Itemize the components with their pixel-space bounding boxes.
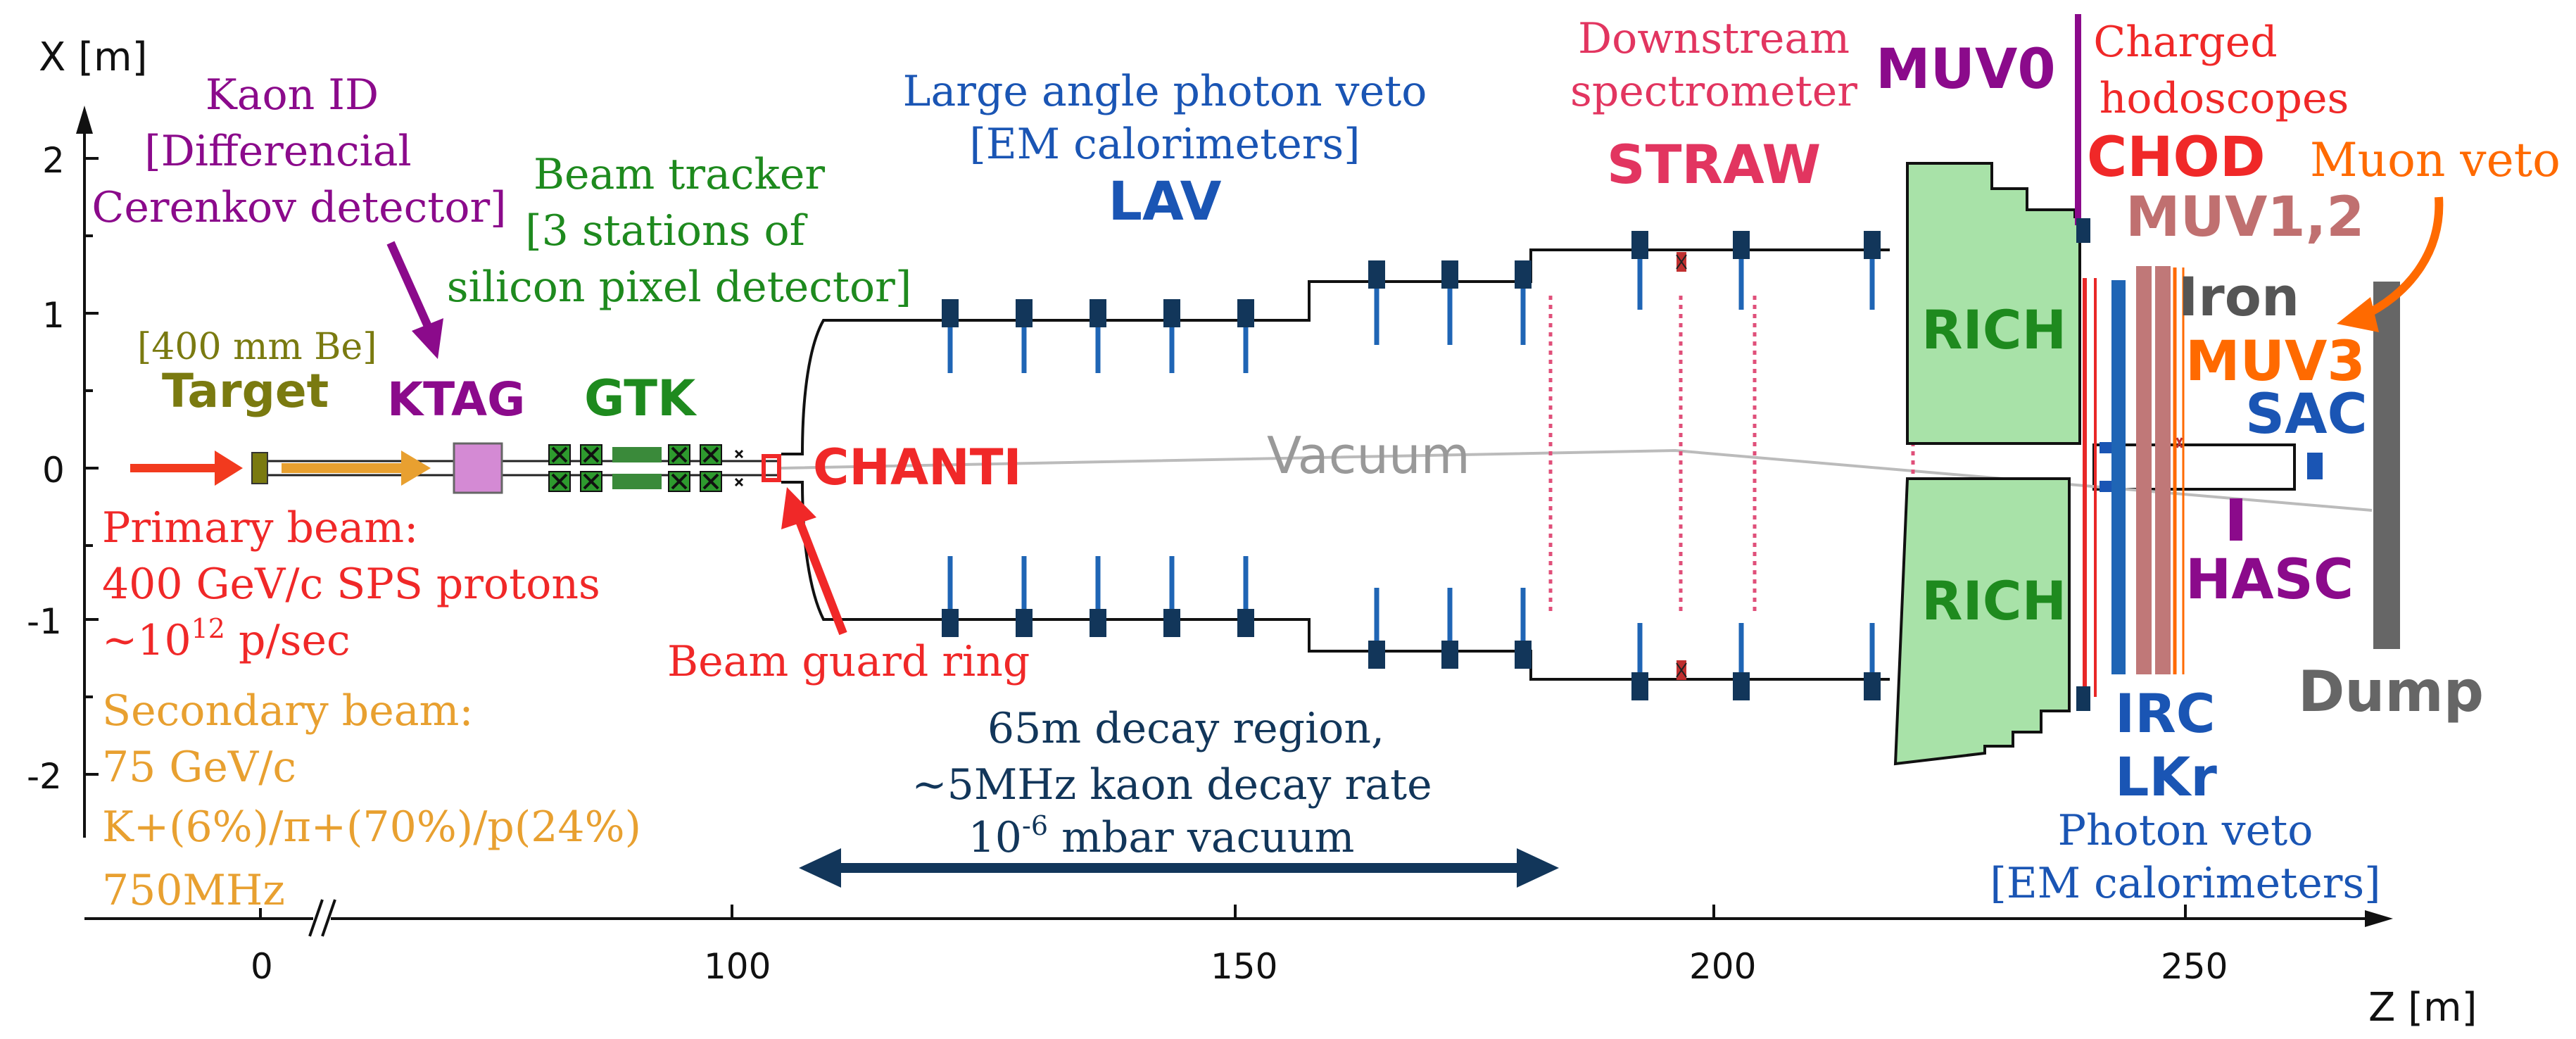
secondary-beam-text: 750MHz [102, 866, 285, 915]
gtk-label: GTK [584, 370, 697, 427]
x-tick-label: -2 [27, 756, 62, 797]
iron-muv3-stripes [2173, 267, 2185, 674]
primary-beam-text: Primary beam: [102, 503, 418, 553]
lkr-calorimeter [2111, 280, 2126, 674]
chod-planes [2083, 278, 2097, 697]
kaon-id-label: Cerenkov detector] [91, 183, 506, 232]
vacuum-post: mbar vacuum [1048, 813, 1354, 862]
lav-label: LAV [1109, 170, 1222, 232]
charged-hodo-label: hodoscopes [2100, 74, 2349, 123]
rich-bottom-label: RICH [1921, 569, 2066, 632]
z-tick-label: 150 [1211, 946, 1277, 987]
lav-desc-label: Large angle photon veto [903, 67, 1427, 116]
x-axis [76, 106, 99, 838]
x-tick-label: 2 [42, 140, 65, 181]
x-tick-label: 0 [42, 450, 65, 491]
spectrometer-magnet [1676, 252, 1687, 680]
sac-block [2307, 453, 2323, 479]
hasc-label: HASC [2185, 548, 2354, 612]
gtk-stations [548, 444, 744, 492]
decay-region-text: ~5MHz kaon decay rate [911, 760, 1432, 810]
z-axis-label: Z [m] [2368, 985, 2477, 1031]
ktag-label: KTAG [387, 372, 525, 427]
z-tick-label: 0 [251, 946, 273, 987]
lav-desc-label: [EM calorimeters] [969, 120, 1360, 169]
x-axis-label: X [m] [39, 34, 147, 80]
decay-region-text: 10-6 mbar vacuum [968, 810, 1355, 862]
iron-label: Iron [2178, 265, 2299, 328]
vacuum-pre: 10 [968, 813, 1022, 862]
secondary-beam-text: K+(6%)/π+(70%)/p(24%) [102, 802, 641, 852]
muv3-label: MUV3 [2185, 330, 2366, 393]
target-block [251, 452, 268, 484]
irc-label: IRC [2115, 682, 2216, 745]
muon-veto-label: Muon veto [2310, 133, 2561, 187]
x-tick-label: 1 [42, 295, 65, 336]
kaon-id-label: Kaon ID [206, 70, 379, 120]
beam-guard-label: Beam guard ring [667, 637, 1030, 686]
lkr-label: LKr [2115, 745, 2217, 808]
kaon-id-arrow [386, 241, 443, 359]
chanti-block [762, 454, 781, 482]
beam-line [257, 460, 781, 477]
z-tick-label: 200 [1689, 946, 1756, 987]
vacuum-label: Vacuum [1267, 426, 1470, 485]
muv0-label: MUV0 [1876, 38, 2056, 101]
hasc-block [2230, 498, 2242, 541]
primary-beam-text: 400 GeV/c SPS protons [102, 560, 600, 609]
primary-beam-arrow [130, 451, 243, 486]
z-tick-label: 100 [704, 946, 771, 987]
beam-tracker-label: [3 stations of [525, 206, 807, 256]
photon-veto-label: Photon veto [2058, 806, 2313, 855]
straw-chambers [1548, 296, 1915, 612]
decay-region-arrow [799, 848, 1559, 888]
dump-block [2373, 282, 2400, 649]
secondary-beam-text: Secondary beam: [102, 686, 474, 736]
straw-label: STRAW [1607, 133, 1821, 196]
beam-tracker-label: Beam tracker [533, 150, 825, 199]
beam-tracker-label: silicon pixel detector] [447, 263, 911, 312]
vacuum-sup: -6 [1022, 810, 1048, 841]
chod-label: CHOD [2087, 126, 2266, 189]
primary-rate-pre: ~10 [102, 616, 191, 665]
rich-bottom-vessel [1893, 477, 2071, 766]
sac-label: SAC [2245, 383, 2368, 446]
primary-rate-post: p/sec [225, 616, 351, 665]
x-tick-label: -1 [27, 601, 62, 642]
chanti-label: CHANTI [813, 439, 1022, 496]
primary-beam-text: ~1012 p/sec [102, 613, 351, 665]
ds-spec-label: spectrometer [1570, 67, 1857, 116]
kaon-id-label: [Differencial [144, 127, 411, 176]
muv12-label: MUV1,2 [2126, 186, 2365, 249]
dump-label: Dump [2298, 659, 2484, 724]
muv12-planes [2136, 266, 2171, 674]
muv0-bar [2075, 14, 2081, 225]
charged-hodo-label: Charged [2093, 18, 2277, 67]
irc-blocks [2076, 218, 2115, 711]
muon-veto-arrow [2337, 196, 2444, 332]
lav-stations [942, 231, 1881, 700]
rich-top-label: RICH [1921, 298, 2066, 361]
z-tick-label: 250 [2161, 946, 2228, 987]
target-label: Target [162, 364, 329, 418]
target-spec-label: [400 mm Be] [137, 326, 377, 368]
ktag-block [453, 442, 503, 494]
ds-spec-label: Downstream [1578, 14, 1850, 63]
primary-rate-sup: 12 [191, 613, 225, 644]
secondary-beam-arrow [282, 451, 431, 486]
decay-region-text: 65m decay region, [987, 704, 1384, 753]
z-axis [84, 899, 2393, 937]
photon-veto-label: [EM calorimeters] [1990, 859, 2380, 908]
secondary-beam-text: 75 GeV/c [102, 743, 296, 792]
beam-guard-arrow [781, 487, 847, 636]
